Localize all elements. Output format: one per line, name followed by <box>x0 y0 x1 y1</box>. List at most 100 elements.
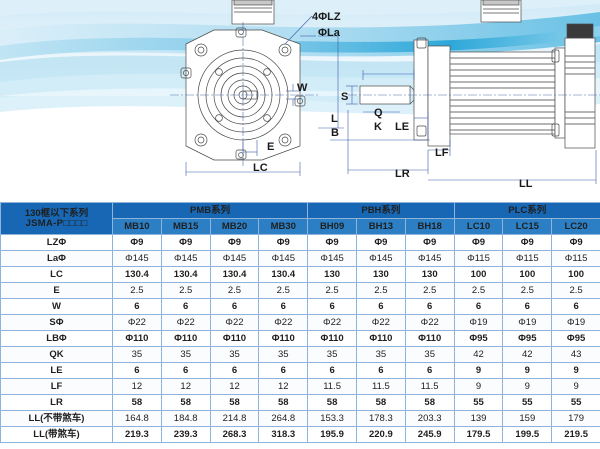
model-header-lc15: LC15 <box>502 218 553 235</box>
table-row: LL(带煞车) 219.3 239.3 268.3 318.3 195.9 220.9 245… <box>0 426 600 443</box>
cell-bh09: 195.9 <box>307 426 357 443</box>
cell-bh13: Φ110 <box>355 330 406 347</box>
cell-bh13: 220.9 <box>355 426 406 443</box>
cell-mb20: 58 <box>209 394 260 411</box>
cell-mb20: 214.8 <box>209 410 260 427</box>
cell-bh18: Φ145 <box>404 250 455 267</box>
group-header-plc: PLC系列 <box>453 202 600 219</box>
table-row: LBΦ Φ110 Φ110 Φ110 Φ110 Φ110 Φ110 Φ110 Φ95 Φ95 Φ95 <box>0 330 600 347</box>
row-label: SΦ <box>0 314 113 331</box>
cell-lc20: 9 <box>551 362 600 379</box>
cell-lc10: Φ9 <box>453 234 504 251</box>
dimension-label-phila: ΦLa <box>318 27 340 39</box>
cell-bh09: 6 <box>307 362 357 379</box>
cell-bh09: Φ22 <box>307 314 357 331</box>
dimension-label-le: LE <box>395 121 410 133</box>
cell-bh18: 35 <box>404 346 455 363</box>
cell-lc15: 159 <box>502 410 553 427</box>
cell-mb10: 12 <box>112 378 162 395</box>
row-label: LaΦ <box>0 250 113 267</box>
row-label: W <box>0 298 113 315</box>
cell-mb20: 12 <box>209 378 260 395</box>
cell-mb30: 264.8 <box>258 410 309 427</box>
group-header-pmb: PMB系列 <box>111 202 309 219</box>
model-header-bh18: BH18 <box>404 218 455 235</box>
cell-lc10: Φ95 <box>453 330 504 347</box>
cell-mb30: 12 <box>258 378 309 395</box>
model-header-lc10: LC10 <box>453 218 504 235</box>
cell-mb20: Φ110 <box>209 330 260 347</box>
row-label: LC <box>0 266 113 283</box>
cell-mb15: 6 <box>160 362 211 379</box>
row-label: LR <box>0 394 113 411</box>
row-label: LBΦ <box>0 330 113 347</box>
model-header-mb15: MB15 <box>160 218 211 235</box>
cell-lc10: 55 <box>453 394 504 411</box>
row-label: LZΦ <box>0 234 113 251</box>
cell-bh13: 178.3 <box>355 410 406 427</box>
cell-bh18: Φ22 <box>404 314 455 331</box>
corner-header-line2: JSMA-P□□□□ <box>25 217 88 229</box>
cell-mb10: 58 <box>112 394 162 411</box>
model-header-mb20: MB20 <box>209 218 260 235</box>
cell-mb10: Φ9 <box>112 234 162 251</box>
dimension-label-lf: LF <box>435 147 449 159</box>
row-label: LF <box>0 378 113 395</box>
cell-mb10: 164.8 <box>112 410 162 427</box>
cell-mb10: 35 <box>112 346 162 363</box>
cell-bh13: 6 <box>355 362 406 379</box>
cell-lc20: 2.5 <box>551 282 600 299</box>
cell-mb30: 2.5 <box>258 282 309 299</box>
cell-bh09: 58 <box>307 394 357 411</box>
cell-mb10: Φ110 <box>112 330 162 347</box>
cell-mb20: 6 <box>209 362 260 379</box>
cell-lc20: 6 <box>551 298 600 315</box>
cell-mb30: Φ110 <box>258 330 309 347</box>
cell-mb20: Φ9 <box>209 234 260 251</box>
dimension-label-k: K <box>374 121 382 133</box>
cell-bh09: 2.5 <box>307 282 357 299</box>
specification-table: 130框以下系列 JSMA-P□□□□ PMB系列 PBH系列 PLC系列 MB… <box>0 202 600 443</box>
cell-mb10: Φ145 <box>112 250 162 267</box>
cell-bh13: Φ22 <box>355 314 406 331</box>
table-model-header-row: MB10 MB15 MB20 MB30 BH09 BH13 BH18 LC10 … <box>1 218 600 235</box>
cell-lc10: 6 <box>453 298 504 315</box>
cell-lc20: 100 <box>551 266 600 283</box>
table-corner-header: 130框以下系列 JSMA-P□□□□ <box>0 202 113 235</box>
cell-lc10: 9 <box>453 378 504 395</box>
cell-bh13: 35 <box>355 346 406 363</box>
cell-mb30: 6 <box>258 362 309 379</box>
cell-bh13: Φ9 <box>355 234 406 251</box>
cell-mb20: 268.3 <box>209 426 260 443</box>
model-header-lc20: LC20 <box>551 218 600 235</box>
cell-lc15: Φ115 <box>502 250 553 267</box>
cell-lc20: 219.5 <box>551 426 600 443</box>
cell-lc20: Φ9 <box>551 234 600 251</box>
row-label: LL(不带煞车) <box>0 410 113 427</box>
cell-mb15: Φ22 <box>160 314 211 331</box>
table-row: LZΦ Φ9 Φ9 Φ9 Φ9 Φ9 Φ9 Φ9 Φ9 Φ9 Φ9 <box>0 234 600 251</box>
technical-drawing: 4ΦLZ ΦLa W E LC S Q K LE L B LF LR LL <box>0 0 600 200</box>
corner-header-line1: 130框以下系列 <box>24 207 89 219</box>
row-label: LL(带煞车) <box>0 426 113 443</box>
cell-lc15: 199.5 <box>502 426 553 443</box>
cell-mb30: 318.3 <box>258 426 309 443</box>
specification-table-wrapper: 130框以下系列 JSMA-P□□□□ PMB系列 PBH系列 PLC系列 MB… <box>0 202 600 443</box>
model-header-bh09: BH09 <box>307 218 357 235</box>
cell-bh18: 203.3 <box>404 410 455 427</box>
cell-bh18: 130 <box>404 266 455 283</box>
table-group-header-row: 130框以下系列 JSMA-P□□□□ PMB系列 PBH系列 PLC系列 <box>0 202 600 235</box>
table-row: E 2.5 2.5 2.5 2.5 2.5 2.5 2.5 2.5 2.5 2.5 <box>0 282 600 299</box>
cell-bh13: 58 <box>355 394 406 411</box>
cell-lc15: Φ95 <box>502 330 553 347</box>
table-row: LL(不带煞车) 164.8 184.8 214.8 264.8 153.3 178.3 20… <box>0 410 600 427</box>
cell-lc15: 55 <box>502 394 553 411</box>
cell-mb15: Φ9 <box>160 234 211 251</box>
dimension-label-ll: LL <box>519 178 533 190</box>
cell-bh18: 58 <box>404 394 455 411</box>
model-header-mb10: MB10 <box>112 218 162 235</box>
cell-lc10: Φ19 <box>453 314 504 331</box>
cell-mb20: 2.5 <box>209 282 260 299</box>
cell-lc15: 9 <box>502 378 553 395</box>
dimension-label-q: Q <box>374 107 383 119</box>
